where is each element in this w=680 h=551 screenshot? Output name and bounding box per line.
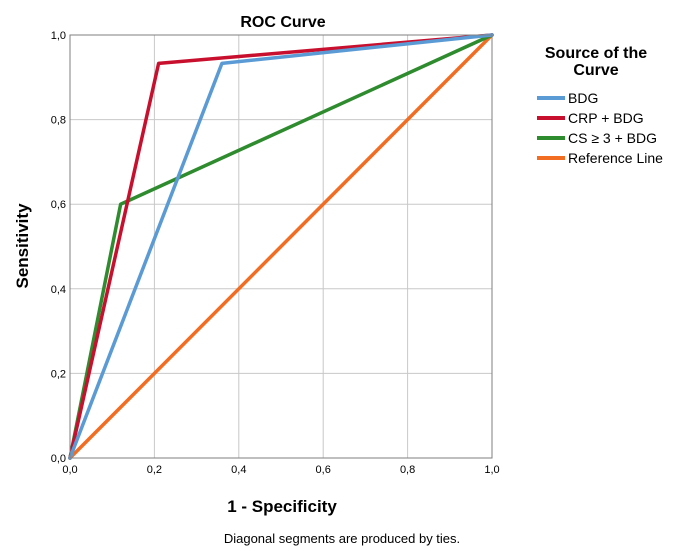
legend-label: Reference Line — [568, 150, 663, 166]
x-axis-title: 1 - Specificity — [227, 497, 337, 516]
x-tick-label: 0,8 — [400, 464, 415, 476]
legend-item: CS ≥ 3 + BDG — [537, 130, 657, 146]
y-tick-label: 0,6 — [51, 199, 66, 211]
y-tick-label: 0,8 — [51, 115, 66, 127]
series-line-reference-line — [68, 33, 494, 460]
y-tick-label: 0,2 — [51, 368, 66, 380]
y-tick-label: 0,4 — [51, 284, 66, 296]
y-tick-label: 0,0 — [51, 453, 66, 465]
chart-title: ROC Curve — [240, 14, 325, 31]
legend: BDG CRP + BDG CS ≥ 3 + BDG Reference Line — [537, 90, 663, 166]
x-tick-label: 1,0 — [484, 464, 499, 476]
legend-item: CRP + BDG — [537, 110, 644, 126]
legend-item: Reference Line — [537, 150, 663, 166]
y-axis-title: Sensitivity — [13, 203, 32, 289]
x-tick-label: 0,0 — [62, 464, 77, 476]
x-tick-label: 0,6 — [316, 464, 331, 476]
series-line-crp-bdg — [68, 33, 494, 460]
series-lines — [68, 33, 494, 460]
legend-label: BDG — [568, 90, 598, 106]
tick-labels: 0,0 0,2 0,4 0,6 0,8 1,0 0,0 0,2 0,4 0,6 0,8 1,0 — [51, 30, 500, 476]
x-tick-label: 0,2 — [147, 464, 162, 476]
legend-label: CS ≥ 3 + BDG — [568, 130, 657, 146]
series-line-cs-3-bdg — [68, 33, 494, 460]
footnote: Diagonal segments are produced by ties. — [224, 531, 460, 546]
legend-title: Source of the Curve — [545, 45, 647, 79]
legend-label: CRP + BDG — [568, 110, 644, 126]
plot-frame — [69, 34, 493, 459]
x-tick-label: 0,4 — [231, 464, 246, 476]
y-tick-label: 1,0 — [51, 30, 66, 42]
legend-item: BDG — [537, 90, 598, 106]
series-line-bdg — [68, 33, 494, 460]
